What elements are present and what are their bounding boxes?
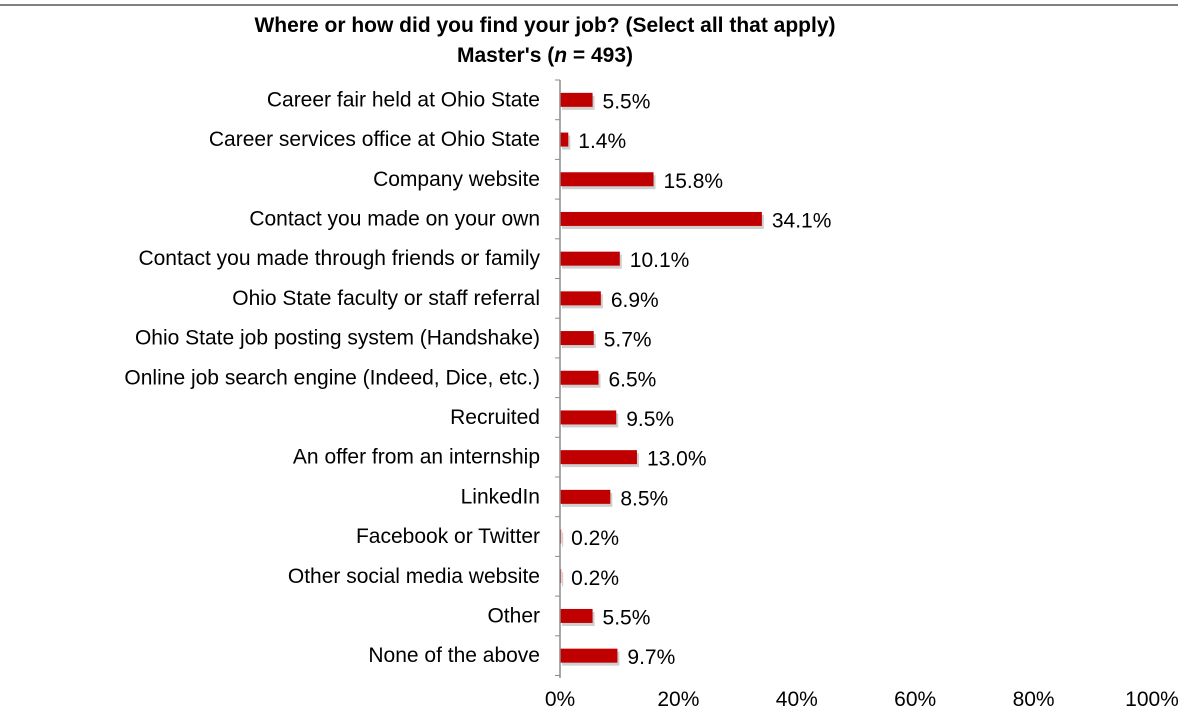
category-label: An offer from an internship	[293, 446, 540, 469]
category-label: Facebook or Twitter	[356, 525, 540, 548]
x-tick-label: 40%	[776, 688, 818, 711]
bar	[560, 291, 601, 306]
data-label: 0.2%	[571, 567, 619, 590]
bar	[560, 370, 599, 385]
bar	[560, 92, 593, 107]
x-tick-label: 100%	[1125, 688, 1178, 711]
data-label: 9.7%	[627, 646, 675, 669]
bar	[560, 410, 617, 425]
category-label: Contact you made on your own	[249, 207, 540, 230]
data-label: 5.5%	[603, 90, 651, 113]
data-label: 15.8%	[664, 170, 724, 193]
bar	[560, 132, 569, 147]
data-label: 5.7%	[604, 329, 652, 352]
category-label: Ohio State job posting system (Handshake…	[135, 327, 540, 350]
x-tick-label: 60%	[894, 688, 936, 711]
category-label: Career services office at Ohio State	[209, 128, 540, 151]
category-label: LinkedIn	[461, 485, 540, 508]
bar	[560, 331, 594, 346]
data-label: 8.5%	[620, 487, 668, 510]
bar	[560, 211, 762, 226]
category-label: Career fair held at Ohio State	[267, 88, 540, 111]
chart-subtitle: Master's (n = 493)	[457, 44, 633, 67]
bar	[560, 608, 593, 623]
category-label: Other	[487, 604, 540, 627]
x-tick-label: 0%	[545, 688, 575, 711]
x-axis-tick-labels: 0% 20% 40% 60% 80% 100%	[545, 688, 1178, 711]
bar	[560, 489, 611, 504]
data-label: 9.5%	[626, 408, 674, 431]
category-labels: Career fair held at Ohio State Career ser…	[124, 88, 540, 667]
data-label: 13.0%	[647, 448, 707, 471]
data-label: 1.4%	[578, 130, 626, 153]
data-label: 5.5%	[603, 606, 651, 629]
bar-shadow	[562, 572, 564, 587]
bar	[560, 172, 654, 187]
category-label: Contact you made through friends or fami…	[138, 247, 540, 270]
data-label: 6.5%	[608, 368, 656, 391]
x-tick-label: 20%	[657, 688, 699, 711]
bar	[560, 251, 620, 266]
bars-layer	[555, 79, 764, 676]
data-label: 0.2%	[571, 527, 619, 550]
chart-title: Where or how did you find your job? (Sel…	[254, 14, 835, 37]
data-label: 34.1%	[772, 209, 832, 232]
data-label: 10.1%	[630, 249, 690, 272]
bar	[560, 450, 637, 465]
category-label: Recruited	[450, 406, 540, 429]
category-label: Online job search engine (Indeed, Dice, …	[124, 366, 540, 389]
bar	[560, 648, 618, 663]
category-label: Company website	[373, 168, 540, 191]
x-tick-label: 80%	[1013, 688, 1055, 711]
category-label: Other social media website	[288, 565, 540, 588]
data-labels: 5.5% 1.4% 15.8% 34.1% 10.1% 6.9% 5.7% 6.5% 9.5% 1…	[571, 90, 831, 669]
data-label: 6.9%	[611, 289, 659, 312]
bar-shadow	[562, 532, 564, 547]
category-label: None of the above	[368, 644, 540, 667]
category-label: Ohio State faculty or staff referral	[232, 287, 540, 310]
